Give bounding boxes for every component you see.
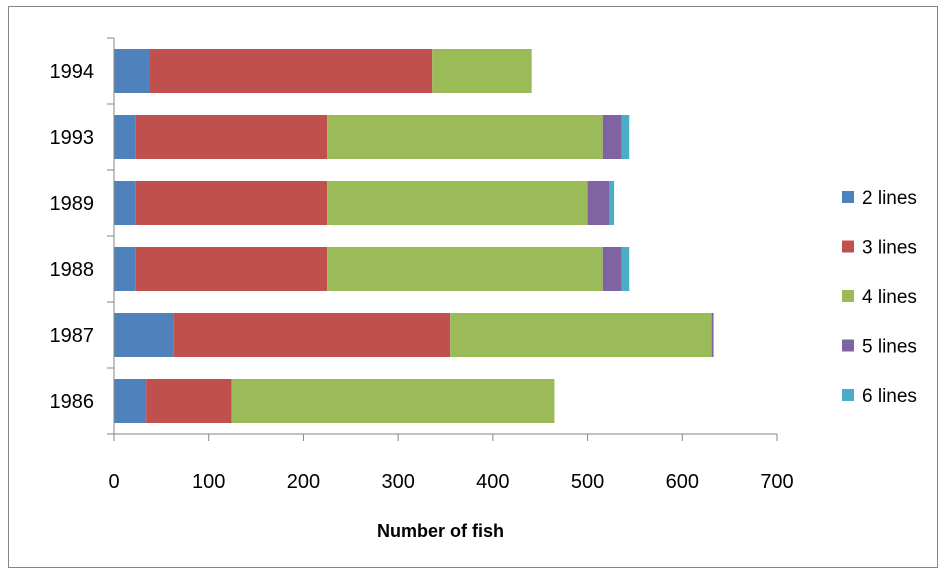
legend-label: 6 lines: [862, 386, 917, 407]
axes-group: [113, 38, 777, 435]
bar-1988-4-lines: [327, 247, 603, 291]
x-tick-label: 700: [760, 471, 793, 493]
bar-1987-5-lines: [711, 313, 714, 357]
bar-1986-4-lines: [231, 379, 555, 423]
bar-1987-4-lines: [450, 313, 712, 357]
x-tick-label: 200: [287, 471, 320, 493]
bars-group: [114, 49, 714, 423]
x-tick-label: 0: [108, 471, 119, 493]
bar-1988-2-lines: [114, 247, 136, 291]
bar-1994-3-lines: [149, 49, 433, 93]
x-tick-label: 600: [666, 471, 699, 493]
legend-swatch: [842, 191, 854, 203]
y-tick-label: 1986: [50, 391, 95, 413]
bar-1988-6-lines: [621, 247, 630, 291]
legend-label: 2 lines: [862, 188, 917, 209]
legend-swatch: [842, 339, 854, 352]
bar-1993-2-lines: [114, 115, 136, 159]
legend-swatch: [842, 240, 854, 253]
bar-1994-4-lines: [432, 49, 532, 93]
bar-1988-3-lines: [135, 247, 328, 291]
legend: 2 lines 3 lines 4 lines 5 lines 6 lines: [842, 188, 917, 407]
y-tick-label: 1988: [50, 259, 95, 281]
y-tick-label: 1989: [50, 193, 95, 215]
y-tick-group: 1994 1993 1989 1988 1987 1986: [50, 37, 114, 435]
x-tick-label: 300: [381, 471, 414, 493]
bar-1987-3-lines: [173, 313, 451, 357]
legend-label: 4 lines: [862, 287, 917, 308]
bar-1989-3-lines: [135, 181, 328, 225]
legend-label: 3 lines: [862, 238, 917, 259]
bar-1989-4-lines: [327, 181, 588, 225]
legend-swatch: [842, 389, 854, 401]
bar-1988-5-lines: [602, 247, 622, 291]
x-axis-title: Number of fish: [377, 521, 504, 541]
y-tick-label: 1993: [50, 127, 95, 149]
bar-1993-4-lines: [327, 115, 603, 159]
bar-1994-2-lines: [114, 49, 150, 93]
bar-1989-6-lines: [609, 181, 615, 225]
bar-1989-5-lines: [587, 181, 610, 225]
y-tick-label: 1987: [50, 325, 95, 347]
x-tick-label: 500: [571, 471, 604, 493]
bar-1993-3-lines: [135, 115, 328, 159]
y-tick-label: 1994: [50, 61, 95, 83]
bar-1993-6-lines: [621, 115, 630, 159]
legend-swatch: [842, 290, 854, 302]
bar-1986-3-lines: [146, 379, 232, 423]
x-tick-label: 400: [476, 471, 509, 493]
bar-1989-2-lines: [114, 181, 136, 225]
bar-1993-5-lines: [602, 115, 622, 159]
bar-1987-2-lines: [114, 313, 174, 357]
bar-1986-2-lines: [114, 379, 147, 423]
legend-label: 5 lines: [862, 337, 917, 358]
x-tick-group: 0 100 200 300 400 500 600 700: [108, 434, 794, 493]
x-tick-label: 100: [192, 471, 225, 493]
